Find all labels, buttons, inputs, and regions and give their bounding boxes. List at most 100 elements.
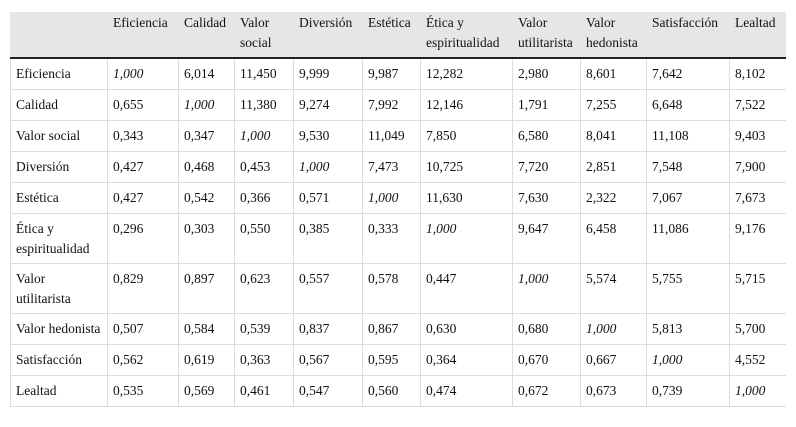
cell: 9,647 — [512, 213, 581, 264]
cell: 7,642 — [646, 57, 730, 90]
table-row: Valor social 0,343 0,347 1,000 9,530 11,049 7,… — [10, 120, 786, 152]
cell: 0,619 — [178, 344, 235, 376]
cell: 0,453 — [234, 151, 294, 183]
cell: 0,447 — [420, 263, 513, 314]
cell: 6,648 — [646, 89, 730, 121]
cell: 0,557 — [293, 263, 363, 314]
cell: 1,000 — [178, 89, 235, 121]
cell: 7,630 — [512, 182, 581, 214]
cell: 11,630 — [420, 182, 513, 214]
cell: 7,992 — [362, 89, 421, 121]
cell: 4,552 — [729, 344, 786, 376]
cell: 5,715 — [729, 263, 786, 314]
row-label: Diversión — [10, 151, 108, 183]
cell: 12,282 — [420, 57, 513, 90]
cell: 7,522 — [729, 89, 786, 121]
row-label: Valor hedonista — [10, 313, 108, 345]
table-row: Eficiencia 1,000 6,014 11,450 9,999 9,987 12,2… — [10, 57, 786, 90]
cell: 7,900 — [729, 151, 786, 183]
column-header: Estética — [362, 12, 421, 59]
cell: 5,574 — [580, 263, 647, 314]
cell: 2,980 — [512, 57, 581, 90]
cell: 0,837 — [293, 313, 363, 345]
cell: 0,461 — [234, 375, 294, 407]
cell: 9,403 — [729, 120, 786, 152]
cell: 1,000 — [362, 182, 421, 214]
table-row: Satisfacción 0,562 0,619 0,363 0,567 0,595 0,3… — [10, 344, 786, 376]
cell: 1,000 — [729, 375, 786, 407]
cell: 0,560 — [362, 375, 421, 407]
cell: 6,458 — [580, 213, 647, 264]
column-header: Valor hedonista — [580, 12, 647, 59]
column-header: Ética y espiritualidad — [420, 12, 513, 59]
cell: 0,897 — [178, 263, 235, 314]
cell: 0,427 — [107, 151, 179, 183]
cell: 1,000 — [293, 151, 363, 183]
row-label: Lealtad — [10, 375, 108, 407]
cell: 0,547 — [293, 375, 363, 407]
header-row: Eficiencia Calidad Valor social Diversión Es… — [10, 12, 786, 59]
cell: 0,366 — [234, 182, 294, 214]
column-header: Diversión — [293, 12, 363, 59]
cell: 1,000 — [512, 263, 581, 314]
cell: 8,601 — [580, 57, 647, 90]
cell: 0,539 — [234, 313, 294, 345]
cell: 0,343 — [107, 120, 179, 152]
cell: 5,813 — [646, 313, 730, 345]
cell: 1,000 — [420, 213, 513, 264]
table-row: Estética 0,427 0,542 0,366 0,571 1,000 11,630 7… — [10, 182, 786, 214]
cell: 0,364 — [420, 344, 513, 376]
cell: 0,595 — [362, 344, 421, 376]
cell: 0,427 — [107, 182, 179, 214]
cell: 0,578 — [362, 263, 421, 314]
row-label: Eficiencia — [10, 57, 108, 90]
cell: 0,550 — [234, 213, 294, 264]
cell: 0,867 — [362, 313, 421, 345]
cell: 0,673 — [580, 375, 647, 407]
row-label: Valor utilitarista — [10, 263, 108, 314]
cell: 9,530 — [293, 120, 363, 152]
cell: 8,102 — [729, 57, 786, 90]
cell: 0,672 — [512, 375, 581, 407]
cell: 7,673 — [729, 182, 786, 214]
cell: 0,562 — [107, 344, 179, 376]
cell: 9,987 — [362, 57, 421, 90]
cell: 0,385 — [293, 213, 363, 264]
cell: 2,322 — [580, 182, 647, 214]
cell: 0,670 — [512, 344, 581, 376]
cell: 0,569 — [178, 375, 235, 407]
corner-cell — [10, 12, 108, 59]
cell: 0,507 — [107, 313, 179, 345]
cell: 5,755 — [646, 263, 730, 314]
table-row: Valor hedonista 0,507 0,584 0,539 0,837 0,867… — [10, 313, 786, 345]
cell: 0,739 — [646, 375, 730, 407]
cell: 9,999 — [293, 57, 363, 90]
cell: 0,542 — [178, 182, 235, 214]
cell: 0,567 — [293, 344, 363, 376]
cell: 7,255 — [580, 89, 647, 121]
cell: 0,655 — [107, 89, 179, 121]
cell: 2,851 — [580, 151, 647, 183]
cell: 7,720 — [512, 151, 581, 183]
cell: 0,333 — [362, 213, 421, 264]
cell: 11,049 — [362, 120, 421, 152]
cell: 11,108 — [646, 120, 730, 152]
cell: 0,630 — [420, 313, 513, 345]
cell: 0,667 — [580, 344, 647, 376]
row-label: Calidad — [10, 89, 108, 121]
cell: 7,850 — [420, 120, 513, 152]
matrix-table: Eficiencia Calidad Valor social Diversión Es… — [10, 12, 786, 407]
row-label: Satisfacción — [10, 344, 108, 376]
cell: 0,468 — [178, 151, 235, 183]
cell: 12,146 — [420, 89, 513, 121]
cell: 0,303 — [178, 213, 235, 264]
table-row: Lealtad 0,535 0,569 0,461 0,547 0,560 0,474 0,6… — [10, 375, 786, 407]
cell: 0,571 — [293, 182, 363, 214]
cell: 1,000 — [646, 344, 730, 376]
column-header: Satisfacción — [646, 12, 730, 59]
cell: 0,474 — [420, 375, 513, 407]
column-header: Valor utilitarista — [512, 12, 581, 59]
row-label: Valor social — [10, 120, 108, 152]
table-row: Calidad 0,655 1,000 11,380 9,274 7,992 12,146 1… — [10, 89, 786, 121]
